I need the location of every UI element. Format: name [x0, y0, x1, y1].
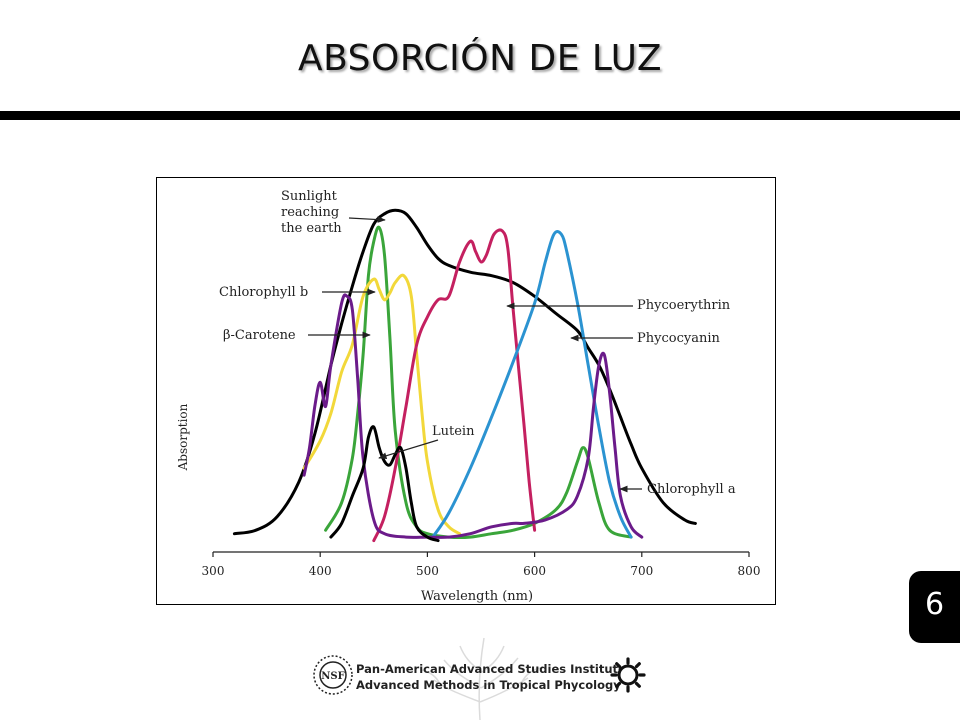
- annotation-sunlight-arrow: [348, 216, 386, 223]
- x-tick-label: 700: [630, 564, 653, 578]
- series-phycocyanin-line: [431, 230, 633, 539]
- page-number: 6: [924, 587, 945, 622]
- series-beta-carotene-line: [302, 273, 462, 536]
- x-axis-label: Wavelength (nm): [421, 589, 533, 604]
- nsf-logo-text: NSF: [321, 671, 344, 682]
- absorption-chart: 300 400 500 600 700 800 Sunlight reaching the e…: [156, 177, 776, 605]
- annotation-sunlight-label: reaching: [281, 205, 339, 220]
- plot-series: [232, 208, 697, 543]
- page-number-badge: 6: [909, 571, 960, 643]
- footer-institute-text: Pan-American Advanced Studies Institute …: [356, 661, 626, 693]
- footer-line-1: Pan-American Advanced Studies Institute: [356, 662, 626, 676]
- x-tick-label: 300: [202, 564, 225, 578]
- series-chlorophyll-a-line: [302, 293, 644, 539]
- y-axis-label: Absorption: [176, 403, 190, 471]
- x-tick-label: 800: [738, 564, 761, 578]
- sun-logo-icon: [610, 657, 646, 693]
- nsf-logo-icon: NSF: [313, 655, 353, 695]
- footer-line-2: Advanced Methods in Tropical Phycology: [356, 678, 621, 692]
- title-divider: [0, 111, 960, 120]
- annotation-chlorophyll-b-label: Chlorophyll b: [219, 285, 308, 300]
- x-tick-label: 600: [523, 564, 546, 578]
- x-tick-label: 400: [309, 564, 332, 578]
- annotation-phycoerythrin-label: Phycoerythrin: [637, 298, 731, 313]
- annotation-beta-carotene-label: β-Carotene: [223, 328, 296, 343]
- series-chlorophyll-b-line: [324, 225, 633, 540]
- slide-title: ABSORCIÓN DE LUZ: [297, 38, 663, 79]
- x-axis-ticks: 300 400 500 600 700 800: [202, 552, 761, 578]
- series-phycoerythrin-line: [372, 228, 537, 543]
- series-lutein-line: [329, 425, 440, 543]
- annotation-phycocyanin-label: Phycocyanin: [637, 331, 720, 346]
- series-sunlight-line: [232, 208, 697, 536]
- x-tick-label: 500: [416, 564, 439, 578]
- annotation-sunlight-label: Sunlight: [281, 189, 338, 204]
- annotation-lutein-arrow: [378, 439, 439, 460]
- annotation-chlorophyll-a-label: Chlorophyll a: [647, 482, 736, 497]
- fern-watermark-icon: [421, 637, 541, 720]
- annotation-sunlight-label: the earth: [281, 221, 342, 236]
- annotation-lutein-label: Lutein: [432, 424, 475, 439]
